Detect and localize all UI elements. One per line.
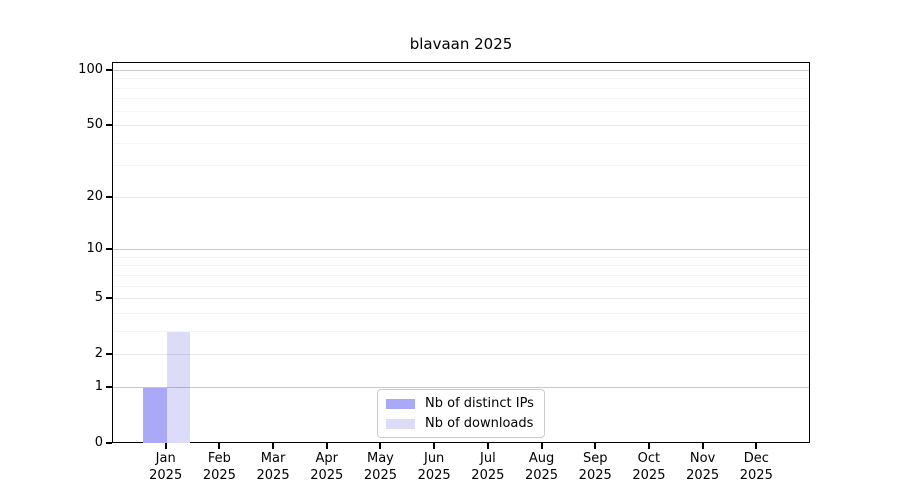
medium-gridline [113, 354, 809, 356]
minor-gridline [113, 330, 809, 332]
y-tick-label: 20 [86, 188, 103, 204]
x-tick [272, 443, 275, 449]
chart-title: blavaan 2025 [409, 35, 513, 53]
x-tick-label-apr: Apr 2025 [297, 450, 357, 484]
x-tick-month: Jul [480, 451, 496, 466]
x-tick-label-sep: Sep 2025 [565, 450, 625, 484]
x-tick-year: 2025 [417, 468, 451, 483]
minor-gridline [113, 274, 809, 276]
y-tick-label: 10 [86, 241, 103, 257]
y-tick [106, 69, 112, 71]
bar-downloads-jan [166, 331, 190, 443]
minor-gridline [113, 78, 809, 80]
x-tick-label-nov: Nov 2025 [673, 450, 733, 484]
bar-distinct-ips-jan [143, 387, 167, 443]
x-tick-year: 2025 [471, 468, 505, 483]
x-tick-year: 2025 [202, 468, 236, 483]
medium-gridline [113, 196, 809, 198]
x-tick-label-mar: Mar 2025 [243, 450, 303, 484]
decade-gridline [113, 386, 809, 388]
x-tick-year: 2025 [578, 468, 612, 483]
x-tick-month: Mar [260, 451, 286, 466]
x-tick-year: 2025 [686, 468, 720, 483]
x-tick-month: Sep [582, 451, 608, 466]
x-tick-label-jul: Jul 2025 [458, 450, 518, 484]
x-tick-year: 2025 [632, 468, 666, 483]
x-tick [218, 443, 221, 449]
x-tick-label-jun: Jun 2025 [404, 450, 464, 484]
medium-gridline [113, 125, 809, 127]
x-tick-label-aug: Aug 2025 [512, 450, 572, 484]
plot-area [112, 62, 810, 443]
y-tick-label: 0 [94, 435, 103, 450]
y-tick [106, 385, 112, 388]
legend-row: Nb of distinct IPs [386, 396, 534, 411]
minor-gridline [113, 312, 809, 314]
x-tick-month: Aug [528, 451, 555, 466]
x-tick-label-feb: Feb 2025 [189, 450, 249, 484]
x-tick-label-may: May 2025 [350, 450, 410, 484]
y-tick-label: 1 [94, 378, 103, 394]
x-tick-year: 2025 [256, 468, 290, 483]
x-tick [325, 443, 328, 449]
minor-gridline [113, 256, 809, 258]
legend-row: Nb of downloads [386, 416, 534, 431]
x-tick-label-jan: Jan 2025 [136, 450, 196, 484]
x-tick-year: 2025 [149, 468, 183, 483]
x-tick [594, 443, 597, 449]
minor-gridline [113, 165, 809, 167]
y-tick [106, 124, 112, 127]
x-tick [164, 443, 167, 449]
x-tick-year: 2025 [524, 468, 559, 483]
legend-swatch [386, 398, 415, 409]
x-tick-month: Nov [689, 451, 716, 466]
y-tick-label: 2 [94, 346, 103, 362]
medium-gridline [113, 298, 809, 300]
x-tick [701, 443, 704, 449]
x-tick-label-dec: Dec 2025 [726, 450, 786, 484]
legend-swatch [386, 418, 415, 429]
minor-gridline [113, 98, 809, 100]
decade-gridline [113, 249, 809, 251]
x-tick-month: May [367, 451, 394, 466]
y-tick-label: 50 [86, 117, 103, 133]
x-tick-month: Dec [743, 451, 769, 466]
x-tick-month: Apr [315, 451, 339, 466]
x-tick-year: 2025 [310, 468, 344, 483]
legend-label: Nb of distinct IPs [425, 396, 534, 411]
x-tick-month: Jun [423, 451, 445, 466]
y-tick [106, 442, 112, 444]
legend: Nb of distinct IPs Nb of downloads [377, 389, 545, 438]
y-tick-label: 5 [94, 290, 103, 306]
x-tick [755, 443, 758, 449]
x-tick [433, 443, 436, 449]
decade-gridline [113, 70, 809, 71]
y-tick-label: 100 [78, 62, 103, 77]
x-tick-month: Feb [207, 451, 231, 466]
legend-label: Nb of downloads [425, 416, 534, 431]
x-tick-month: Oct [637, 451, 661, 466]
minor-gridline [113, 265, 809, 267]
x-tick [647, 443, 650, 449]
x-tick-year: 2025 [739, 468, 773, 483]
minor-gridline [113, 285, 809, 287]
minor-gridline [113, 142, 809, 144]
x-tick-year: 2025 [363, 468, 397, 483]
x-tick [379, 443, 382, 449]
minor-gridline [113, 87, 809, 89]
x-tick [540, 443, 543, 449]
y-tick [106, 353, 112, 356]
y-tick [106, 195, 112, 198]
y-tick [106, 297, 112, 300]
minor-gridline [113, 110, 809, 112]
x-tick [486, 443, 489, 449]
x-tick-month: Jan [155, 451, 176, 466]
y-tick [106, 248, 112, 251]
x-tick-label-oct: Oct 2025 [619, 450, 679, 484]
